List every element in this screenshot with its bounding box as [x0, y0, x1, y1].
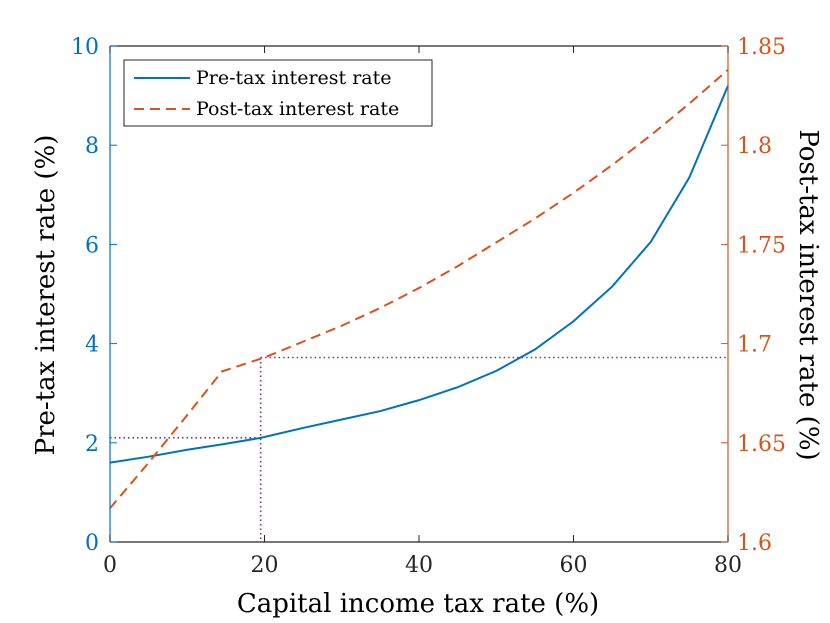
right-y-tick-label: 1.7 — [737, 333, 772, 358]
left-y-tick-label: 6 — [85, 233, 99, 258]
x-tick-label: 40 — [405, 553, 433, 578]
series-line-post-tax — [109, 69, 729, 509]
series-line-pre-tax — [109, 85, 729, 464]
legend-box — [123, 59, 433, 127]
x-axis-label: Capital income tax rate (%) — [237, 589, 599, 619]
legend-label-post-tax: Post-tax interest rate — [196, 98, 399, 120]
x-tick-label: 20 — [251, 553, 279, 578]
right-y-tick-label: 1.8 — [737, 134, 772, 159]
left-y-tick-label: 2 — [85, 432, 99, 457]
left-y-tick-label: 8 — [85, 134, 99, 159]
x-tick-label: 60 — [560, 553, 588, 578]
legend-label-pre-tax: Pre-tax interest rate — [196, 67, 391, 89]
plot-area — [109, 69, 729, 542]
right-y-tick-label: 1.85 — [737, 35, 786, 60]
right-y-tick-label: 1.65 — [737, 432, 786, 457]
x-tick-label: 80 — [714, 553, 742, 578]
left-y-tick-label: 0 — [85, 531, 99, 556]
x-tick-label: 0 — [103, 553, 117, 578]
left-y-tick-label: 4 — [85, 333, 99, 358]
right-y-tick-label: 1.75 — [737, 233, 786, 258]
left-y-axis-label: Pre-tax interest rate (%) — [31, 135, 61, 456]
right-y-tick-label: 1.6 — [737, 531, 772, 556]
right-y-axis-label: Post-tax interest rate (%) — [793, 129, 823, 460]
axis-ticks: 0 20 40 60 80 0 2 4 6 8 10 1.6 1.65 1.7 1.75 1.8 1.85 — [71, 35, 786, 578]
left-y-tick-label: 10 — [71, 35, 99, 60]
legend: Pre-tax interest rate Post-tax interest r… — [123, 59, 433, 127]
